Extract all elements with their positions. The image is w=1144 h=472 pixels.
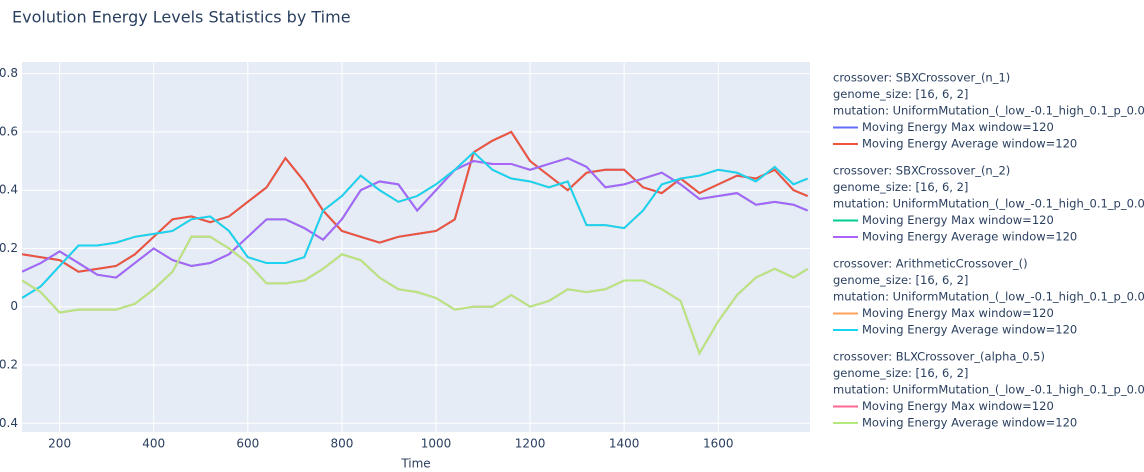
legend-label: Moving Energy Average window=120 <box>862 416 1077 430</box>
x-tick-label: 1400 <box>609 437 640 451</box>
chart-title: Evolution Energy Levels Statistics by Ti… <box>12 8 351 27</box>
legend-label: Moving Energy Average window=120 <box>862 323 1077 337</box>
legend-group-title: genome_size: [16, 6, 2] <box>833 273 968 287</box>
legend-group-title: mutation: UniformMutation_(_low_-0.1_hig… <box>833 104 1144 118</box>
legend-group-title: genome_size: [16, 6, 2] <box>833 180 968 194</box>
y-tick-label: -0.2 <box>0 357 18 371</box>
x-tick-label: 200 <box>48 437 71 451</box>
legend-label: Moving Energy Max window=120 <box>862 399 1054 413</box>
y-tick-label: 0.2 <box>0 241 18 255</box>
series-line <box>22 157 809 279</box>
y-tick-label: 0.4 <box>0 183 18 197</box>
x-tick-label: 600 <box>236 437 259 451</box>
legend-group-title: mutation: UniformMutation_(_low_-0.1_hig… <box>833 383 1144 397</box>
legend-label: Moving Energy Max window=120 <box>862 306 1054 320</box>
legend-group-title: crossover: BLXCrossover_(alpha_0.5) <box>833 350 1045 364</box>
y-tick-label: 0.8 <box>0 66 18 80</box>
legend-group-title: crossover: ArithmeticCrossover_() <box>833 257 1028 271</box>
x-tick-label: 800 <box>330 437 353 451</box>
legend-label: Moving Energy Max window=120 <box>862 120 1054 134</box>
legend-group-title: genome_size: [16, 6, 2] <box>833 87 968 101</box>
x-tick-label: 1000 <box>421 437 452 451</box>
legend-group-title: mutation: UniformMutation_(_low_-0.1_hig… <box>833 290 1144 304</box>
legend-group-title: crossover: SBXCrossover_(n_2) <box>833 164 1010 178</box>
x-tick-label: 1600 <box>703 437 734 451</box>
legend-group-title: mutation: UniformMutation_(_low_-0.1_hig… <box>833 197 1144 211</box>
legend-group-title: crossover: SBXCrossover_(n_1) <box>833 71 1010 85</box>
x-axis-title: Time <box>400 457 430 471</box>
legend-group-title: genome_size: [16, 6, 2] <box>833 366 968 380</box>
legend-label: Moving Energy Max window=120 <box>862 213 1054 227</box>
series-line <box>22 235 809 356</box>
y-tick-label: 0 <box>10 299 18 313</box>
series-line <box>22 150 809 299</box>
y-tick-label: 0.6 <box>0 124 18 138</box>
legend-label: Moving Energy Average window=120 <box>862 230 1077 244</box>
legend-label: Moving Energy Average window=120 <box>862 137 1077 151</box>
plot-area <box>22 62 810 432</box>
x-tick-label: 400 <box>142 437 165 451</box>
y-tick-label: -0.4 <box>0 416 18 430</box>
x-tick-label: 1200 <box>515 437 546 451</box>
